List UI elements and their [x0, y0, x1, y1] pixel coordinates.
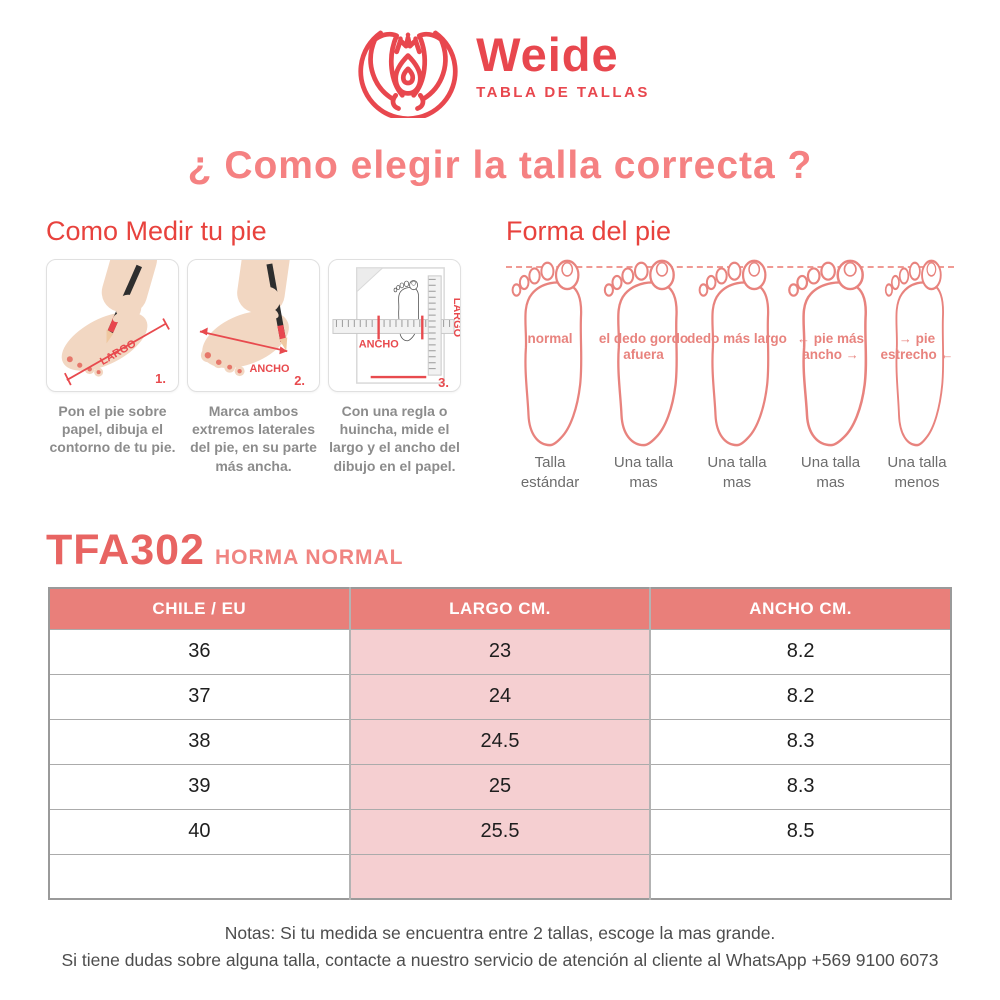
- table-row: 37 24 8.2: [49, 673, 951, 719]
- foot-long-toe: dedo más largo: [687, 259, 787, 447]
- model-note: HORMA NORMAL: [214, 546, 404, 569]
- column-header-largo: LARGO CM.: [348, 588, 652, 629]
- step-number: 1.: [155, 371, 166, 386]
- model-heading: TFA302 HORMA NORMAL: [0, 526, 1000, 575]
- model-code: TFA302: [46, 526, 205, 574]
- shape-heading: Forma del pie: [506, 216, 672, 246]
- cell-size: 39: [49, 763, 350, 809]
- measure-width-illustration-icon: ANCHO 2.: [199, 260, 305, 388]
- footer-notes: Notas: Si tu medida se encuentra entre 2…: [0, 920, 1000, 974]
- size-note: Una talla menos: [887, 454, 947, 491]
- brand-subtitle: TABLA DE TALLAS: [476, 84, 650, 101]
- info-columns: Como Medir tu pie: [0, 216, 1000, 492]
- foot-normal: normal: [506, 259, 594, 447]
- cell-ancho: 8.3: [650, 718, 951, 764]
- table-row: 40 25.5 8.5: [49, 808, 951, 854]
- cell-largo: 25.5: [348, 808, 652, 854]
- largo-annotation: LARGO: [451, 298, 460, 338]
- cell-largo: 24.5: [348, 718, 652, 764]
- column-header-ancho: ANCHO CM.: [650, 588, 951, 629]
- measure-section: Como Medir tu pie: [46, 216, 462, 492]
- foot-label: → pie estrecho ←: [880, 331, 954, 362]
- foot-label: el dedo gordo afuera: [598, 331, 689, 362]
- size-table: CHILE / EU LARGO CM. ANCHO CM. 36 23 8.2…: [48, 587, 952, 900]
- ancho-annotation: ANCHO: [250, 363, 291, 375]
- table-row: 36 23 8.2: [49, 628, 951, 674]
- measure-length-illustration-icon: LARGO 1.: [61, 260, 170, 386]
- foot-label: ← pie más ancho →: [796, 331, 865, 362]
- flower-logo-icon: [358, 30, 458, 118]
- feet-row: normal el dedo gordo afuera dedo más lar…: [506, 259, 954, 447]
- step-caption-3: Con una regla o huincha, mide el largo y…: [329, 403, 460, 474]
- size-notes-row: Talla estándar Una talla mas Una talla m…: [506, 453, 954, 492]
- size-note: Talla estándar: [520, 454, 580, 491]
- ruler-icon: [427, 275, 442, 376]
- arrow-left-icon: ←: [940, 346, 954, 362]
- note-line-1: Notas: Si tu medida se encuentra entre 2…: [224, 923, 776, 943]
- cell-ancho: [650, 853, 951, 899]
- cell-largo: 25: [348, 763, 652, 809]
- step-number: 3.: [438, 375, 449, 390]
- foot-wide: ← pie más ancho →: [787, 259, 875, 447]
- cell-size: 38: [49, 718, 350, 764]
- foot-big-toe-out: el dedo gordo afuera: [599, 259, 688, 447]
- step-card-3: ANCHO LARGO 3.: [328, 259, 461, 392]
- step-number: 2.: [294, 373, 305, 388]
- size-note: Una talla mas: [707, 454, 767, 491]
- measure-heading: Como Medir tu pie: [46, 216, 267, 246]
- ancho-annotation: ANCHO: [359, 338, 400, 350]
- step-card-1: LARGO 1.: [46, 259, 179, 392]
- step-caption-2: Marca ambos extremos laterales del pie, …: [190, 403, 317, 474]
- foot-label: dedo más largo: [687, 331, 787, 346]
- step-captions: Pon el pie sobre papel, dibuja el contor…: [46, 402, 462, 475]
- cell-size: 36: [49, 628, 350, 674]
- brand-header: Weide TABLA DE TALLAS: [0, 0, 1000, 118]
- ruler-icon: [332, 319, 455, 334]
- step-cards: LARGO 1.: [46, 259, 462, 392]
- ruler-paper-illustration-icon: ANCHO LARGO 3.: [332, 267, 460, 390]
- arrow-right-icon: →: [845, 346, 859, 362]
- arrow-left-icon: ←: [796, 331, 810, 346]
- step-card-2: ANCHO 2.: [187, 259, 320, 392]
- table-row: 38 24.5 8.3: [49, 718, 951, 764]
- cell-size: [49, 853, 350, 899]
- column-header-chile-eu: CHILE / EU: [49, 588, 350, 629]
- cell-size: 37: [49, 673, 350, 719]
- cell-largo: [348, 853, 652, 899]
- cell-ancho: 8.3: [650, 763, 951, 809]
- cell-size: 40: [49, 808, 350, 854]
- cell-ancho: 8.2: [650, 673, 951, 719]
- arrow-right-icon: →: [898, 331, 912, 346]
- size-note: Una talla mas: [613, 454, 674, 491]
- note-line-2: Si tiene dudas sobre alguna talla, conta…: [61, 950, 939, 971]
- cell-ancho: 8.2: [650, 628, 951, 674]
- table-row-empty: [49, 853, 951, 899]
- foot-label: normal: [527, 331, 573, 346]
- table-row: 39 25 8.3: [49, 763, 951, 809]
- foot-narrow: → pie estrecho ←: [880, 259, 954, 447]
- step-caption-1: Pon el pie sobre papel, dibuja el contor…: [49, 403, 176, 456]
- foot-outline-icon: [507, 259, 593, 447]
- foot-shape-section: Forma del pie normal el dedo gordo afuer…: [506, 216, 954, 492]
- size-table-header-row: CHILE / EU LARGO CM. ANCHO CM.: [49, 588, 951, 629]
- cell-largo: 23: [348, 628, 652, 674]
- brand-name: Weide: [476, 28, 619, 81]
- cell-largo: 24: [348, 673, 652, 719]
- size-note: Una talla mas: [800, 454, 861, 491]
- foot-outline-icon: [694, 259, 780, 447]
- page-title: ¿ Como elegir la talla correcta ?: [187, 144, 813, 187]
- cell-ancho: 8.5: [650, 808, 951, 854]
